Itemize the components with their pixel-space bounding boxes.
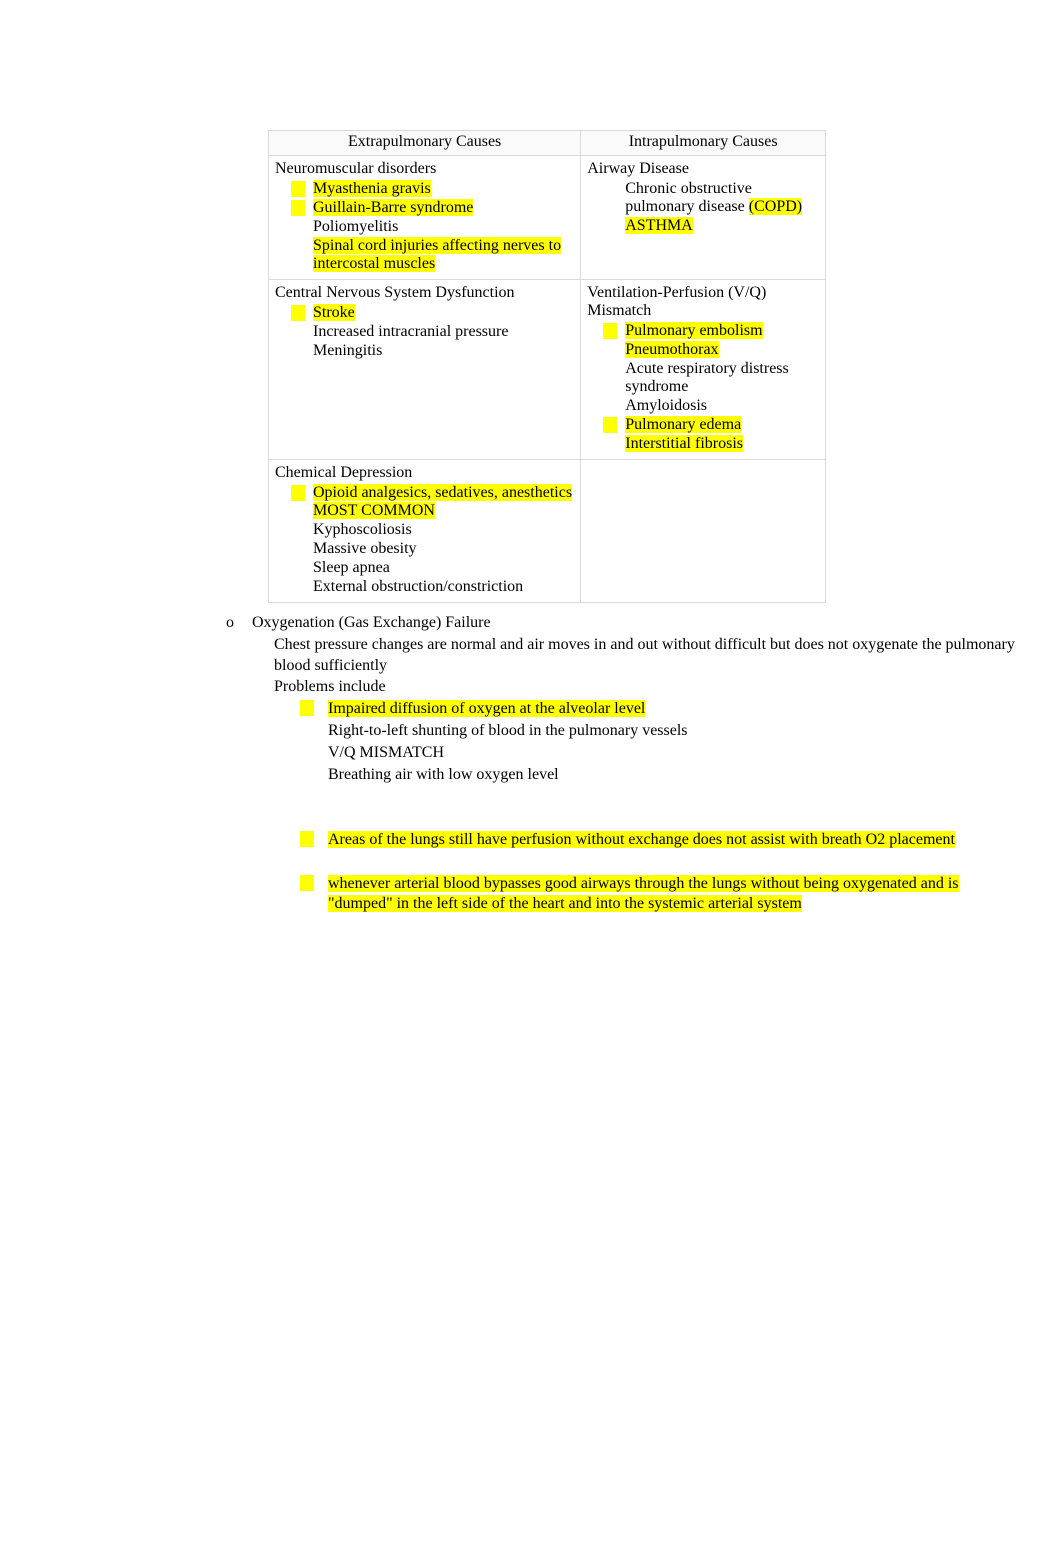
list-item: Sleep apnea <box>293 559 574 577</box>
table-cell: Ventilation-Perfusion (V/Q) Mismatch Pulm… <box>581 280 826 460</box>
list-item-text: Chronic obstructive pulmonary disease <box>625 180 752 215</box>
list-item: Myasthenia gravis <box>293 180 574 198</box>
list-item: Stroke <box>293 304 574 322</box>
list-item-text: ASTHMA <box>625 217 693 234</box>
table-header-extrapulmonary: Extrapulmonary Causes <box>269 131 581 156</box>
outline-subitem-text: ARDS falls this problem above <box>328 960 529 977</box>
cell-title: Neuromuscular disorders <box>275 160 574 178</box>
outline-subitem-text: Areas of the lungs still have perfusion … <box>328 831 955 848</box>
list-item: Pulmonary embolism <box>605 322 819 340</box>
table-cell: Neuromuscular disorders Myasthenia gravis… <box>269 156 581 280</box>
list-item: Acute respiratory distress syndrome <box>605 360 819 396</box>
list-item-text: Guillain-Barre syndrome <box>313 199 473 216</box>
list-item-text: External obstruction/constriction <box>313 578 523 595</box>
cell-title: Central Nervous System Dysfunction <box>275 284 574 302</box>
cell-title: Chemical Depression <box>275 464 574 482</box>
list-item-text: Interstitial fibrosis <box>625 435 743 452</box>
list-item-text: Spinal cord injuries affecting nerves to… <box>313 237 561 272</box>
list-item-text: Meningitis <box>313 342 382 359</box>
outline-subitem: whenever arterial blood bypasses good ai… <box>218 874 1022 916</box>
outline-subitem: ARDS falls this problem above <box>218 959 1022 980</box>
list-item: Guillain-Barre syndrome <box>293 199 574 217</box>
outline-heading: Oxygenation (Gas Exchange) Failure <box>218 613 1022 634</box>
list-item-text: Acute respiratory distress syndrome <box>625 360 789 395</box>
list-item: Interstitial fibrosis <box>605 435 819 453</box>
outline-item: Chest pressure changes are normal and ai… <box>218 635 1022 677</box>
list-item: Pulmonary edema <box>605 416 819 434</box>
outline-item-text: Problems include <box>274 678 386 695</box>
outline-item-text: Chest pressure changes are normal and ai… <box>274 636 1015 674</box>
list-item: Kyphoscoliosis <box>293 521 574 539</box>
cell-title: Ventilation-Perfusion (V/Q) Mismatch <box>587 284 819 320</box>
list-item: Chronic obstructive pulmonary disease (C… <box>605 180 819 216</box>
outline-subitem: Impaired diffusion of oxygen at the alve… <box>218 699 1022 720</box>
outline-subitem: Areas of the lungs still have perfusion … <box>218 830 1022 851</box>
outline-item-text: Advanced example <box>274 853 397 870</box>
list-item-text: Increased intracranial pressure <box>313 323 508 340</box>
outline-item: This type of V/Q mismatch <box>218 808 1022 829</box>
outline-subitem-text: Right-to-left shunting of blood in the p… <box>328 722 688 739</box>
list-item: Pneumothorax <box>605 341 819 359</box>
list-item-text: Pulmonary embolism <box>625 322 762 339</box>
list-item: Spinal cord injuries affecting nerves to… <box>293 237 574 273</box>
list-item-text: Pulmonary edema <box>625 416 741 433</box>
list-item-text: Pneumothorax <box>625 341 718 358</box>
outline-subitem: Right-to-left shunting of blood in the p… <box>218 721 1022 742</box>
outline-subitem-text: whenever arterial blood bypasses good ai… <box>328 875 959 913</box>
table-cell: Airway Disease Chronic obstructive pulmon… <box>581 156 826 280</box>
list-item-text: Amyloidosis <box>625 397 707 414</box>
list-item-text: Kyphoscoliosis <box>313 521 412 538</box>
table-header-intrapulmonary: Intrapulmonary Causes <box>581 131 826 156</box>
list-item: Meningitis <box>293 342 574 360</box>
outline-subitem: Breathing air with low oxygen level <box>218 765 1022 786</box>
list-item-text: Opioid analgesics, sedatives, anesthetic… <box>313 484 572 519</box>
list-item-text: Massive obesity <box>313 540 417 557</box>
list-item: Opioid analgesics, sedatives, anesthetic… <box>293 484 574 520</box>
outline-section: Oxygenation (Gas Exchange) Failure Chest… <box>218 613 1022 980</box>
list-item: Amyloidosis <box>605 397 819 415</box>
list-item-text: Myasthenia gravis <box>313 180 431 197</box>
outline-subitem-text: Abnormal hemoglobin that fails to bind w… <box>328 787 665 804</box>
outline-subitem-text: Impaired diffusion of oxygen at the alve… <box>328 700 645 717</box>
list-item: Increased intracranial pressure <box>293 323 574 341</box>
outline-subitem: V/Q MISMATCH <box>218 743 1022 764</box>
list-item-text: Poliomyelitis <box>313 218 398 235</box>
list-item: Massive obesity <box>293 540 574 558</box>
causes-table: Extrapulmonary Causes Intrapulmonary Cau… <box>268 130 826 603</box>
list-item-text: Sleep apnea <box>313 559 390 576</box>
outline-subitem: Abnormal hemoglobin that fails to bind w… <box>218 786 1022 807</box>
table-cell <box>581 460 826 603</box>
outline-subitem-text: Breathing air with low oxygen level <box>328 766 559 783</box>
outline-subitem-text: V/Q MISMATCH <box>328 744 444 761</box>
list-item: ASTHMA <box>605 217 819 235</box>
list-item-tail: (COPD) <box>749 198 802 215</box>
table-cell: Central Nervous System Dysfunction Stroke… <box>269 280 581 460</box>
outline-item: Problems include <box>218 677 1022 698</box>
table-cell: Chemical Depression Opioid analgesics, se… <box>269 460 581 603</box>
list-item: Poliomyelitis <box>293 218 574 236</box>
outline-subitem-text: Deficient oxygenation of the lungs is a … <box>328 917 979 955</box>
list-item: External obstruction/constriction <box>293 578 574 596</box>
list-item-text: Stroke <box>313 304 355 321</box>
outline-item: Advanced example <box>218 852 1022 873</box>
outline-subitem: Deficient oxygenation of the lungs is a … <box>218 916 1022 958</box>
outline-item-text: This type of V/Q mismatch <box>274 809 449 826</box>
cell-title: Airway Disease <box>587 160 819 178</box>
